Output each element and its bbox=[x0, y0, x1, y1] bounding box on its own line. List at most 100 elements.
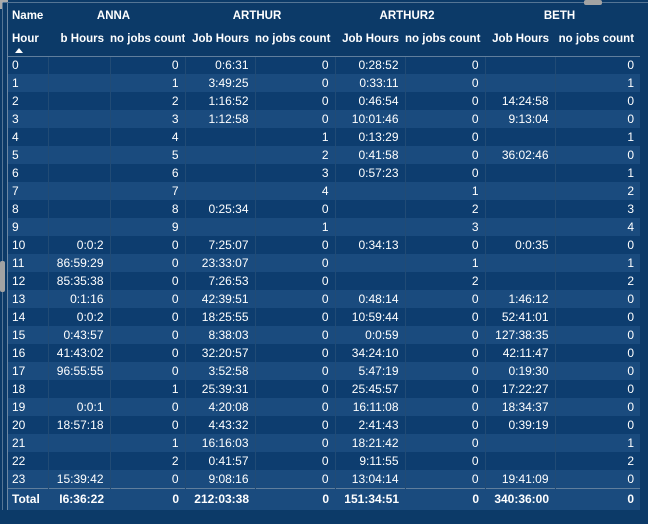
value-cell[interactable]: 1 bbox=[255, 128, 336, 146]
value-cell[interactable]: 14:24:58 bbox=[485, 92, 556, 110]
value-cell[interactable]: 5:47:19 bbox=[335, 362, 406, 380]
value-cell[interactable]: 3 bbox=[627, 202, 635, 216]
value-cell[interactable] bbox=[335, 272, 406, 290]
hour-cell[interactable]: 0 bbox=[8, 56, 49, 74]
value-cell[interactable]: 1 bbox=[627, 436, 635, 450]
value-cell[interactable]: 7:25:07 bbox=[185, 236, 256, 254]
value-cell[interactable]: 0 bbox=[405, 164, 486, 182]
value-cell[interactable]: 127:38:35 bbox=[485, 326, 556, 344]
value-cell[interactable]: 1 bbox=[627, 76, 635, 90]
value-cell[interactable] bbox=[485, 56, 556, 74]
value-cell[interactable]: 0 bbox=[110, 254, 186, 272]
value-cell[interactable]: 42:39:51 bbox=[185, 290, 256, 308]
hour-cell[interactable]: 18 bbox=[8, 380, 49, 398]
horizontal-scrollbar-track[interactable] bbox=[0, 2, 648, 3]
value-cell[interactable]: 0 bbox=[627, 112, 635, 126]
hour-cell[interactable]: 19 bbox=[8, 398, 49, 416]
value-cell[interactable]: 1 bbox=[627, 256, 635, 270]
value-cell[interactable] bbox=[185, 218, 256, 236]
value-cell[interactable]: 0:25:34 bbox=[185, 200, 256, 218]
value-cell[interactable] bbox=[185, 164, 256, 182]
value-cell[interactable]: 0 bbox=[110, 344, 186, 362]
value-cell[interactable]: 10:01:46 bbox=[335, 110, 406, 128]
value-cell[interactable]: 2 bbox=[627, 184, 635, 198]
value-cell[interactable]: 1 bbox=[110, 380, 186, 398]
value-cell[interactable]: 0 bbox=[627, 346, 635, 360]
value-cell[interactable] bbox=[485, 200, 556, 218]
hour-cell[interactable]: 3 bbox=[8, 110, 49, 128]
value-cell[interactable]: 6 bbox=[110, 164, 186, 182]
column-header-arthur-no-jobs[interactable]: no jobs count bbox=[255, 28, 336, 57]
value-cell[interactable]: 1:12:58 bbox=[185, 110, 256, 128]
value-cell[interactable]: 0 bbox=[627, 328, 635, 342]
horizontal-scrollbar-thumb[interactable] bbox=[584, 0, 602, 5]
group-header-anna[interactable]: ANNA bbox=[96, 10, 131, 22]
group-header-arthur2[interactable]: ARTHUR2 bbox=[379, 10, 435, 22]
value-cell[interactable]: 0 bbox=[405, 236, 486, 254]
value-cell[interactable]: 0 bbox=[255, 290, 336, 308]
value-cell[interactable]: 0:0:2 bbox=[48, 236, 111, 254]
value-cell[interactable]: 17:22:27 bbox=[485, 380, 556, 398]
value-cell[interactable]: 2 bbox=[405, 200, 486, 218]
value-cell[interactable]: 15:39:42 bbox=[48, 470, 111, 488]
value-cell[interactable]: 1 bbox=[405, 254, 486, 272]
value-cell[interactable]: 0 bbox=[110, 290, 186, 308]
value-cell[interactable]: 0 bbox=[110, 272, 186, 290]
value-cell[interactable]: 0 bbox=[405, 452, 486, 470]
value-cell[interactable] bbox=[48, 452, 111, 470]
column-header-beth-no-jobs[interactable]: no jobs count bbox=[555, 28, 641, 57]
value-cell[interactable] bbox=[485, 272, 556, 290]
group-header-beth[interactable]: BETH bbox=[543, 10, 576, 22]
value-cell[interactable]: 0:57:23 bbox=[335, 164, 406, 182]
value-cell[interactable]: 2 bbox=[627, 274, 635, 288]
total-value-cell[interactable]: 151:34:51 bbox=[335, 487, 406, 510]
value-cell[interactable]: 2 bbox=[405, 272, 486, 290]
value-cell[interactable] bbox=[48, 110, 111, 128]
hour-cell[interactable]: 21 bbox=[8, 434, 49, 452]
value-cell[interactable]: 4:20:08 bbox=[185, 398, 256, 416]
value-cell[interactable]: 16:16:03 bbox=[185, 434, 256, 452]
value-cell[interactable]: 0 bbox=[110, 236, 186, 254]
value-cell[interactable]: 0 bbox=[627, 292, 635, 306]
value-cell[interactable] bbox=[335, 182, 406, 200]
value-cell[interactable]: 2:41:43 bbox=[335, 416, 406, 434]
value-cell[interactable]: 0 bbox=[627, 400, 635, 414]
value-cell[interactable]: 3 bbox=[110, 110, 186, 128]
hour-cell[interactable]: 16 bbox=[8, 344, 49, 362]
value-cell[interactable]: 0:48:14 bbox=[335, 290, 406, 308]
value-cell[interactable]: 13:04:14 bbox=[335, 470, 406, 488]
value-cell[interactable]: 0 bbox=[627, 418, 635, 432]
value-cell[interactable]: 0 bbox=[627, 364, 635, 378]
value-cell[interactable]: 0 bbox=[405, 128, 486, 146]
value-cell[interactable]: 2 bbox=[110, 452, 186, 470]
value-cell[interactable]: 1 bbox=[255, 218, 336, 236]
value-cell[interactable] bbox=[485, 182, 556, 200]
value-cell[interactable]: 25:45:57 bbox=[335, 380, 406, 398]
value-cell[interactable]: 0 bbox=[405, 110, 486, 128]
value-cell[interactable]: 0:41:58 bbox=[335, 146, 406, 164]
value-cell[interactable]: 0 bbox=[405, 362, 486, 380]
column-header-arthur-job-hours[interactable]: Job Hours bbox=[185, 28, 256, 57]
value-cell[interactable]: 0 bbox=[255, 56, 336, 74]
value-cell[interactable]: 4 bbox=[255, 182, 336, 200]
value-cell[interactable]: 18:34:37 bbox=[485, 398, 556, 416]
value-cell[interactable]: 0:43:57 bbox=[48, 326, 111, 344]
total-value-cell[interactable]: 212:03:38 bbox=[185, 487, 256, 510]
value-cell[interactable]: 4 bbox=[627, 220, 635, 234]
value-cell[interactable]: 0:0:1 bbox=[48, 398, 111, 416]
value-cell[interactable]: 0:0:2 bbox=[48, 308, 111, 326]
value-cell[interactable]: 0 bbox=[110, 470, 186, 488]
hour-cell[interactable]: 10 bbox=[8, 236, 49, 254]
value-cell[interactable] bbox=[485, 74, 556, 92]
hour-cell[interactable]: 4 bbox=[8, 128, 49, 146]
value-cell[interactable] bbox=[485, 452, 556, 470]
value-cell[interactable]: 2 bbox=[110, 92, 186, 110]
hour-cell[interactable]: 7 bbox=[8, 182, 49, 200]
value-cell[interactable]: 0 bbox=[255, 452, 336, 470]
value-cell[interactable]: 0 bbox=[255, 380, 336, 398]
hour-cell[interactable]: 17 bbox=[8, 362, 49, 380]
vertical-scrollbar-track[interactable] bbox=[2, 0, 3, 510]
value-cell[interactable] bbox=[48, 92, 111, 110]
value-cell[interactable]: 1 bbox=[627, 166, 635, 180]
value-cell[interactable] bbox=[485, 218, 556, 236]
